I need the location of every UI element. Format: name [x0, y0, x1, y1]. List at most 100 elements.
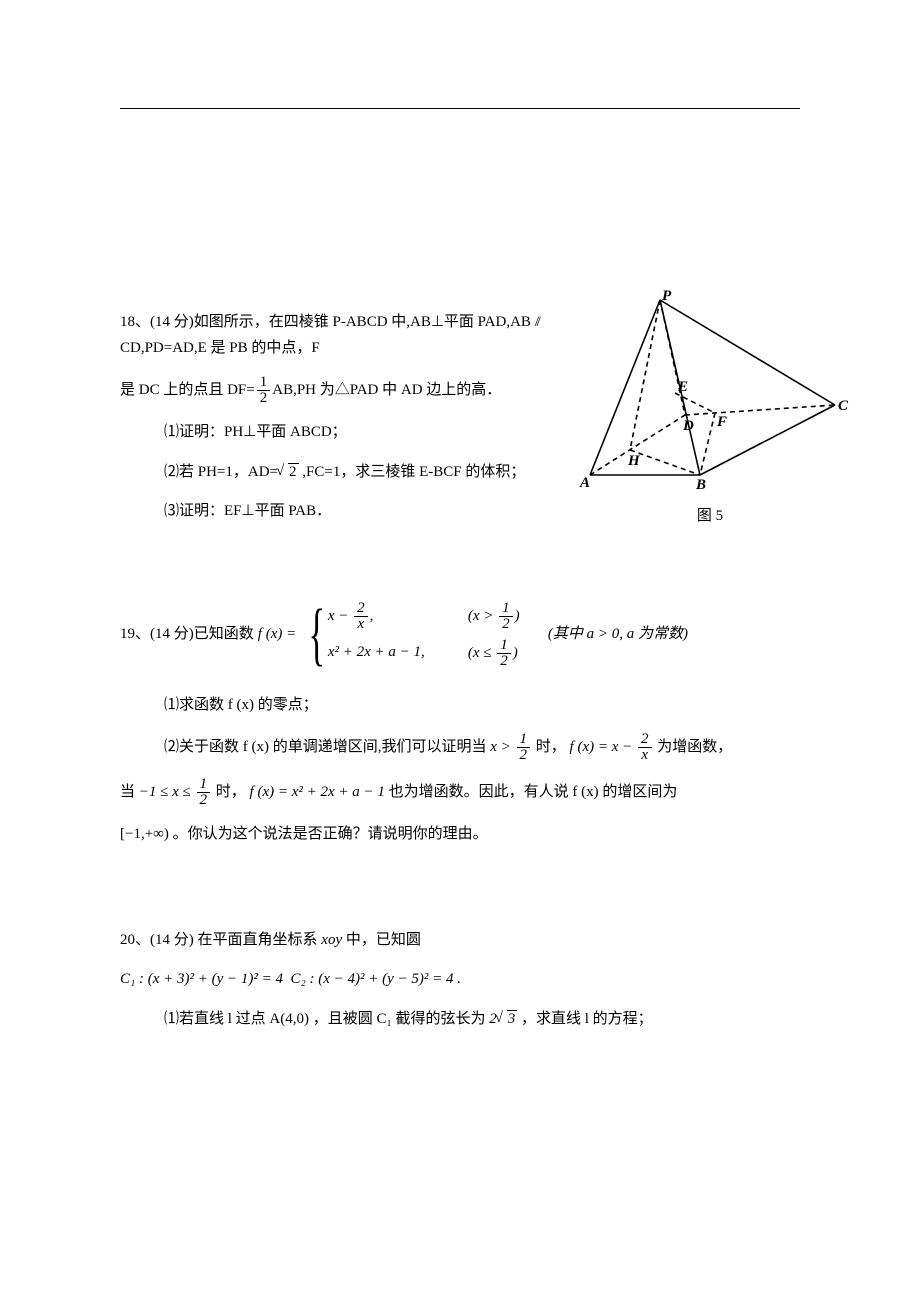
p19-lead: 已知函数: [194, 622, 254, 648]
label-B: B: [695, 477, 706, 490]
problem-18: P A B C D E F H 图 5 18、(14 分)如图所示，在四棱锥 P…: [120, 310, 820, 525]
p19-q2-l2-b: 时，: [216, 784, 246, 800]
p20-q1-b: ，求直线 l 的方程；: [521, 1011, 653, 1027]
frac-num: 2: [354, 601, 368, 617]
p19-q2-l2-c: 也为增函数。因此，有人说 f (x) 的增区间为: [389, 784, 678, 800]
p20-lead-b: 中，已知圆: [346, 932, 421, 948]
case2-cond-frac: 12: [497, 638, 511, 669]
xc-a: x >: [490, 739, 514, 755]
problem-19: 19、(14 分)已知函数 f (x) = { x − 2x, (x > 12): [120, 595, 820, 848]
frac-den: x: [638, 748, 652, 763]
p19-xcond: x > 12: [490, 739, 532, 755]
case2-cond: (x ≤ 12): [468, 638, 548, 669]
p19-number: 19: [120, 622, 135, 648]
p19-q2-l2-a: 当: [120, 784, 135, 800]
frac-num: 1: [497, 638, 511, 654]
p19-fx: f (x) =: [258, 622, 296, 648]
figure-caption: 图 5: [570, 504, 850, 530]
label-F: F: [716, 414, 727, 430]
label-H: H: [627, 453, 641, 469]
p20-q1: ⑴若直线 l 过点 A(4,0) ，且被圆 C₁ 截得的弦长为 23 ，求直线 …: [120, 1007, 820, 1033]
p20-c2: C₂ : (x − 4)² + (y − 5)² = 4 .: [291, 971, 462, 987]
p20-number: 20: [120, 932, 135, 948]
p18-q2-b: ,FC=1，求三棱锥 E-BCF 的体积；: [299, 464, 526, 480]
frac-den: 2: [197, 793, 211, 808]
case1-cond-b: ): [515, 608, 520, 624]
frac-den: 2: [497, 654, 511, 669]
p20-lead-a: 在平面直角坐标系: [194, 932, 318, 948]
p18-intro-b: CD,PD=AD,E 是 PB 的中点，F: [120, 340, 320, 356]
sqrt3: 3: [497, 1007, 518, 1033]
pyramid-svg: P A B C D E F H: [570, 290, 850, 490]
case2-cond-a: (x ≤: [468, 645, 495, 661]
p20-xoy: xoy: [321, 932, 342, 948]
p19-q2-l1-c: 为增函数，: [657, 739, 732, 755]
frac-num: 1: [499, 601, 513, 617]
p19-q2-l3: [−1,+∞) 。你认为这个说法是否正确？请说明你的理由。: [120, 822, 820, 848]
xc-frac: 12: [517, 732, 531, 763]
case2-cond-b: ): [513, 645, 518, 661]
frac-den: x: [354, 617, 368, 632]
frac-half: 12: [257, 375, 271, 406]
figure-5: P A B C D E F H 图 5: [570, 290, 850, 529]
p19-q2-l2: 当 −1 ≤ x ≤ 12 时， f (x) = x² + 2x + a − 1…: [120, 777, 820, 808]
p19-fx2: f (x) = x² + 2x + a − 1: [250, 784, 385, 800]
case1-expr: x − 2x,: [328, 601, 468, 632]
case1-expr-b: ,: [370, 608, 374, 624]
top-rule: [120, 108, 800, 109]
frac-num: 2: [638, 732, 652, 748]
sqrt2-rad: 2: [288, 463, 299, 480]
p19-q2-l1: ⑵关于函数 f (x) 的单调递增区间,我们可以证明当 x > 12 时， f …: [120, 732, 820, 763]
frac-den: 2: [517, 748, 531, 763]
cases: x − 2x, (x > 12) x² + 2x + a − 1, (x ≤ 1…: [328, 595, 548, 675]
case1-cond-a: (x >: [468, 608, 497, 624]
p18-q2-a: ⑵若 PH=1，AD=: [164, 464, 278, 480]
xc2-frac: 12: [197, 777, 211, 808]
p19-q1: ⑴求函数 f (x) 的零点；: [120, 693, 820, 719]
p20-circles: C₁ : (x + 3)² + (y − 1)² = 4 C₂ : (x − 4…: [120, 967, 820, 993]
p19-q2-l1-a: ⑵关于函数 f (x) 的单调递增区间,我们可以证明当: [164, 739, 487, 755]
two-sqrt3: 23: [489, 1011, 517, 1027]
p18-intro-a: 如图所示，在四棱锥 P-ABCD 中,AB⊥平面 PAD,AB: [194, 314, 531, 330]
p18-points: (14 分): [150, 314, 194, 330]
label-P: P: [662, 290, 672, 304]
label-D: D: [682, 418, 694, 434]
p19-fx1: f (x) = x − 2x: [570, 739, 654, 755]
label-A: A: [579, 475, 590, 490]
case-2: x² + 2x + a − 1, (x ≤ 12): [328, 638, 548, 669]
p19-tail: (其中 a > 0, a 为常数): [548, 622, 688, 648]
frac-num: 1: [197, 777, 211, 793]
p19-head: 19、(14 分)已知函数 f (x) = { x − 2x, (x > 12): [120, 595, 820, 675]
p20-line1: 20、(14 分) 在平面直角坐标系 xoy 中，已知圆: [120, 928, 820, 954]
label-C: C: [838, 398, 849, 414]
label-E: E: [677, 379, 688, 395]
case2-expr: x² + 2x + a − 1,: [328, 640, 468, 666]
p19-points: (14 分): [150, 622, 194, 648]
p18-line2-a: 是 DC 上的点且 DF=: [120, 382, 255, 398]
xc2-a: −1 ≤ x ≤: [139, 784, 195, 800]
p19-xcond2: −1 ≤ x ≤ 12: [139, 784, 212, 800]
fx1-frac: 2x: [638, 732, 652, 763]
case-1: x − 2x, (x > 12): [328, 601, 548, 632]
frac-num: 1: [257, 375, 271, 391]
piecewise: { x − 2x, (x > 12) x² + 2x + a − 1,: [300, 595, 548, 675]
content: P A B C D E F H 图 5 18、(14 分)如图所示，在四棱锥 P…: [120, 110, 820, 1032]
page: P A B C D E F H 图 5 18、(14 分)如图所示，在四棱锥 P…: [0, 0, 920, 1302]
left-brace-icon: {: [309, 600, 326, 670]
p20-q1-a: ⑴若直线 l 过点 A(4,0) ，且被圆 C₁ 截得的弦长为: [164, 1011, 485, 1027]
case1-frac: 2x: [354, 601, 368, 632]
fx1-a: f (x) = x −: [570, 739, 636, 755]
p20-points: (14 分): [150, 932, 194, 948]
frac-num: 1: [517, 732, 531, 748]
frac-den: 2: [499, 617, 513, 632]
p18-line2-b: AB,PH 为△PAD 中 AD 边上的高．: [272, 382, 501, 398]
problem-20: 20、(14 分) 在平面直角坐标系 xoy 中，已知圆 C₁ : (x + 3…: [120, 928, 820, 1033]
case1-expr-a: x −: [328, 608, 352, 624]
p18-number: 18: [120, 314, 135, 330]
case1-cond-frac: 12: [499, 601, 513, 632]
p19-q2-l1-b: 时，: [536, 739, 566, 755]
sqrt3-rad: 3: [507, 1010, 518, 1027]
frac-den: 2: [257, 391, 271, 406]
sqrt2: 2: [278, 460, 299, 486]
case1-cond: (x > 12): [468, 601, 548, 632]
